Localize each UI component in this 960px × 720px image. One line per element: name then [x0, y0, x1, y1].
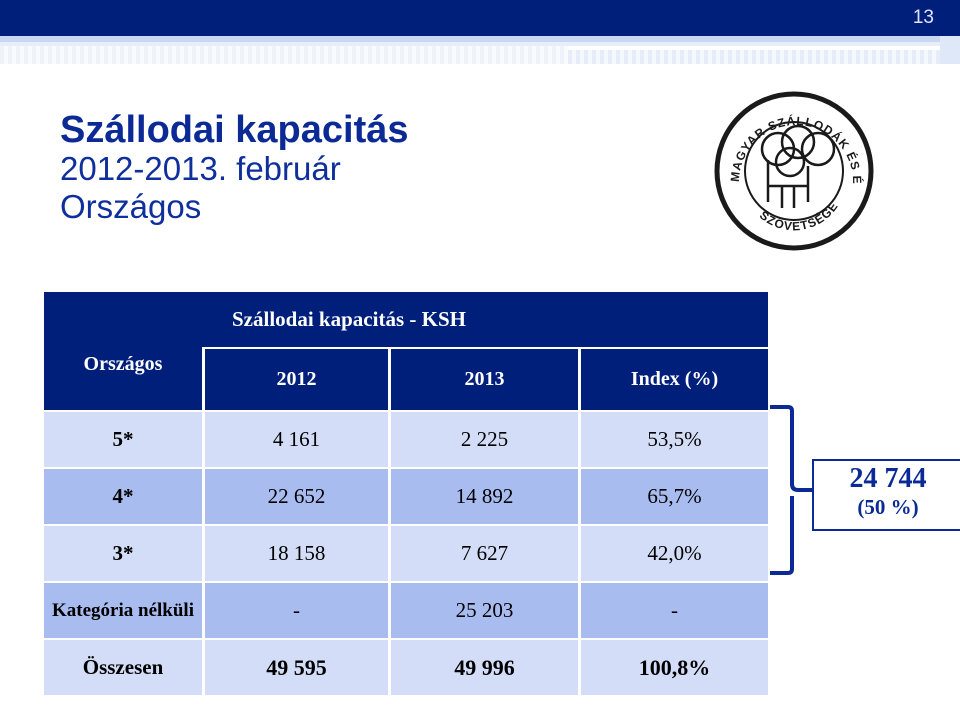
- header-pattern: [568, 50, 940, 64]
- cell-index: 53,5%: [578, 410, 768, 467]
- title-main: Szállodai kapacitás: [60, 109, 409, 151]
- cell-2013: 14 892: [388, 467, 578, 524]
- row-label: 4*: [44, 467, 202, 524]
- cell-index: 65,7%: [578, 467, 768, 524]
- row-label: Kategória nélküli: [44, 581, 202, 638]
- cell-index: 100,8%: [578, 638, 768, 695]
- table-total-row: Összesen 49 595 49 996 100,8%: [44, 638, 768, 695]
- table-row: 5* 4 161 2 225 53,5%: [44, 410, 768, 467]
- header-stripe: [0, 42, 948, 46]
- slide-title: Szállodai kapacitás 2012-2013. február O…: [60, 110, 409, 226]
- callout-share: (50 %): [857, 495, 919, 519]
- top-header-bar: 13: [0, 0, 960, 36]
- cell-2012: 22 652: [202, 467, 388, 524]
- row-label: 5*: [44, 410, 202, 467]
- callout-value: 24 744: [849, 463, 927, 494]
- column-header-index: Index (%): [578, 347, 768, 410]
- cell-2013: 49 996: [388, 638, 578, 695]
- table-caption: Szállodai kapacitás - KSH: [202, 292, 768, 347]
- corner-label: Országos: [44, 347, 202, 410]
- subtotal-callout: 24 744 (50 %): [812, 459, 960, 531]
- column-header-2013: 2013: [388, 347, 578, 410]
- cell-index: 42,0%: [578, 524, 768, 581]
- header-stripe: [0, 36, 948, 42]
- cell-2012: -: [202, 581, 388, 638]
- table-row: 4* 22 652 14 892 65,7%: [44, 467, 768, 524]
- title-scope: Országos: [60, 188, 202, 225]
- cell-2013: 25 203: [388, 581, 578, 638]
- slide-number: 13: [912, 7, 934, 28]
- title-period: 2012-2013. február: [60, 150, 341, 187]
- cell-2012: 4 161: [202, 410, 388, 467]
- header-pattern: [0, 46, 568, 64]
- table-header-row: Országos 2012 2013 Index (%): [44, 347, 768, 410]
- capacity-table: Szállodai kapacitás - KSH Országos 2012 …: [44, 292, 768, 695]
- association-logo: MAGYAR SZÁLLODÁK ÉS ÉTTERMEK SZÖVETSÉGE: [712, 90, 874, 251]
- row-label: 3*: [44, 524, 202, 581]
- table-row: Kategória nélküli - 25 203 -: [44, 581, 768, 638]
- column-header-2012: 2012: [202, 347, 388, 410]
- cell-index: -: [578, 581, 768, 638]
- cell-2013: 7 627: [388, 524, 578, 581]
- cell-2012: 18 158: [202, 524, 388, 581]
- cell-2012: 49 595: [202, 638, 388, 695]
- bracket-connector: [770, 405, 814, 575]
- table-caption-row: Szállodai kapacitás - KSH: [44, 292, 768, 347]
- table-row: 3* 18 158 7 627 42,0%: [44, 524, 768, 581]
- row-label-total: Összesen: [44, 638, 202, 695]
- header-pattern: [940, 36, 960, 64]
- cell-2013: 2 225: [388, 410, 578, 467]
